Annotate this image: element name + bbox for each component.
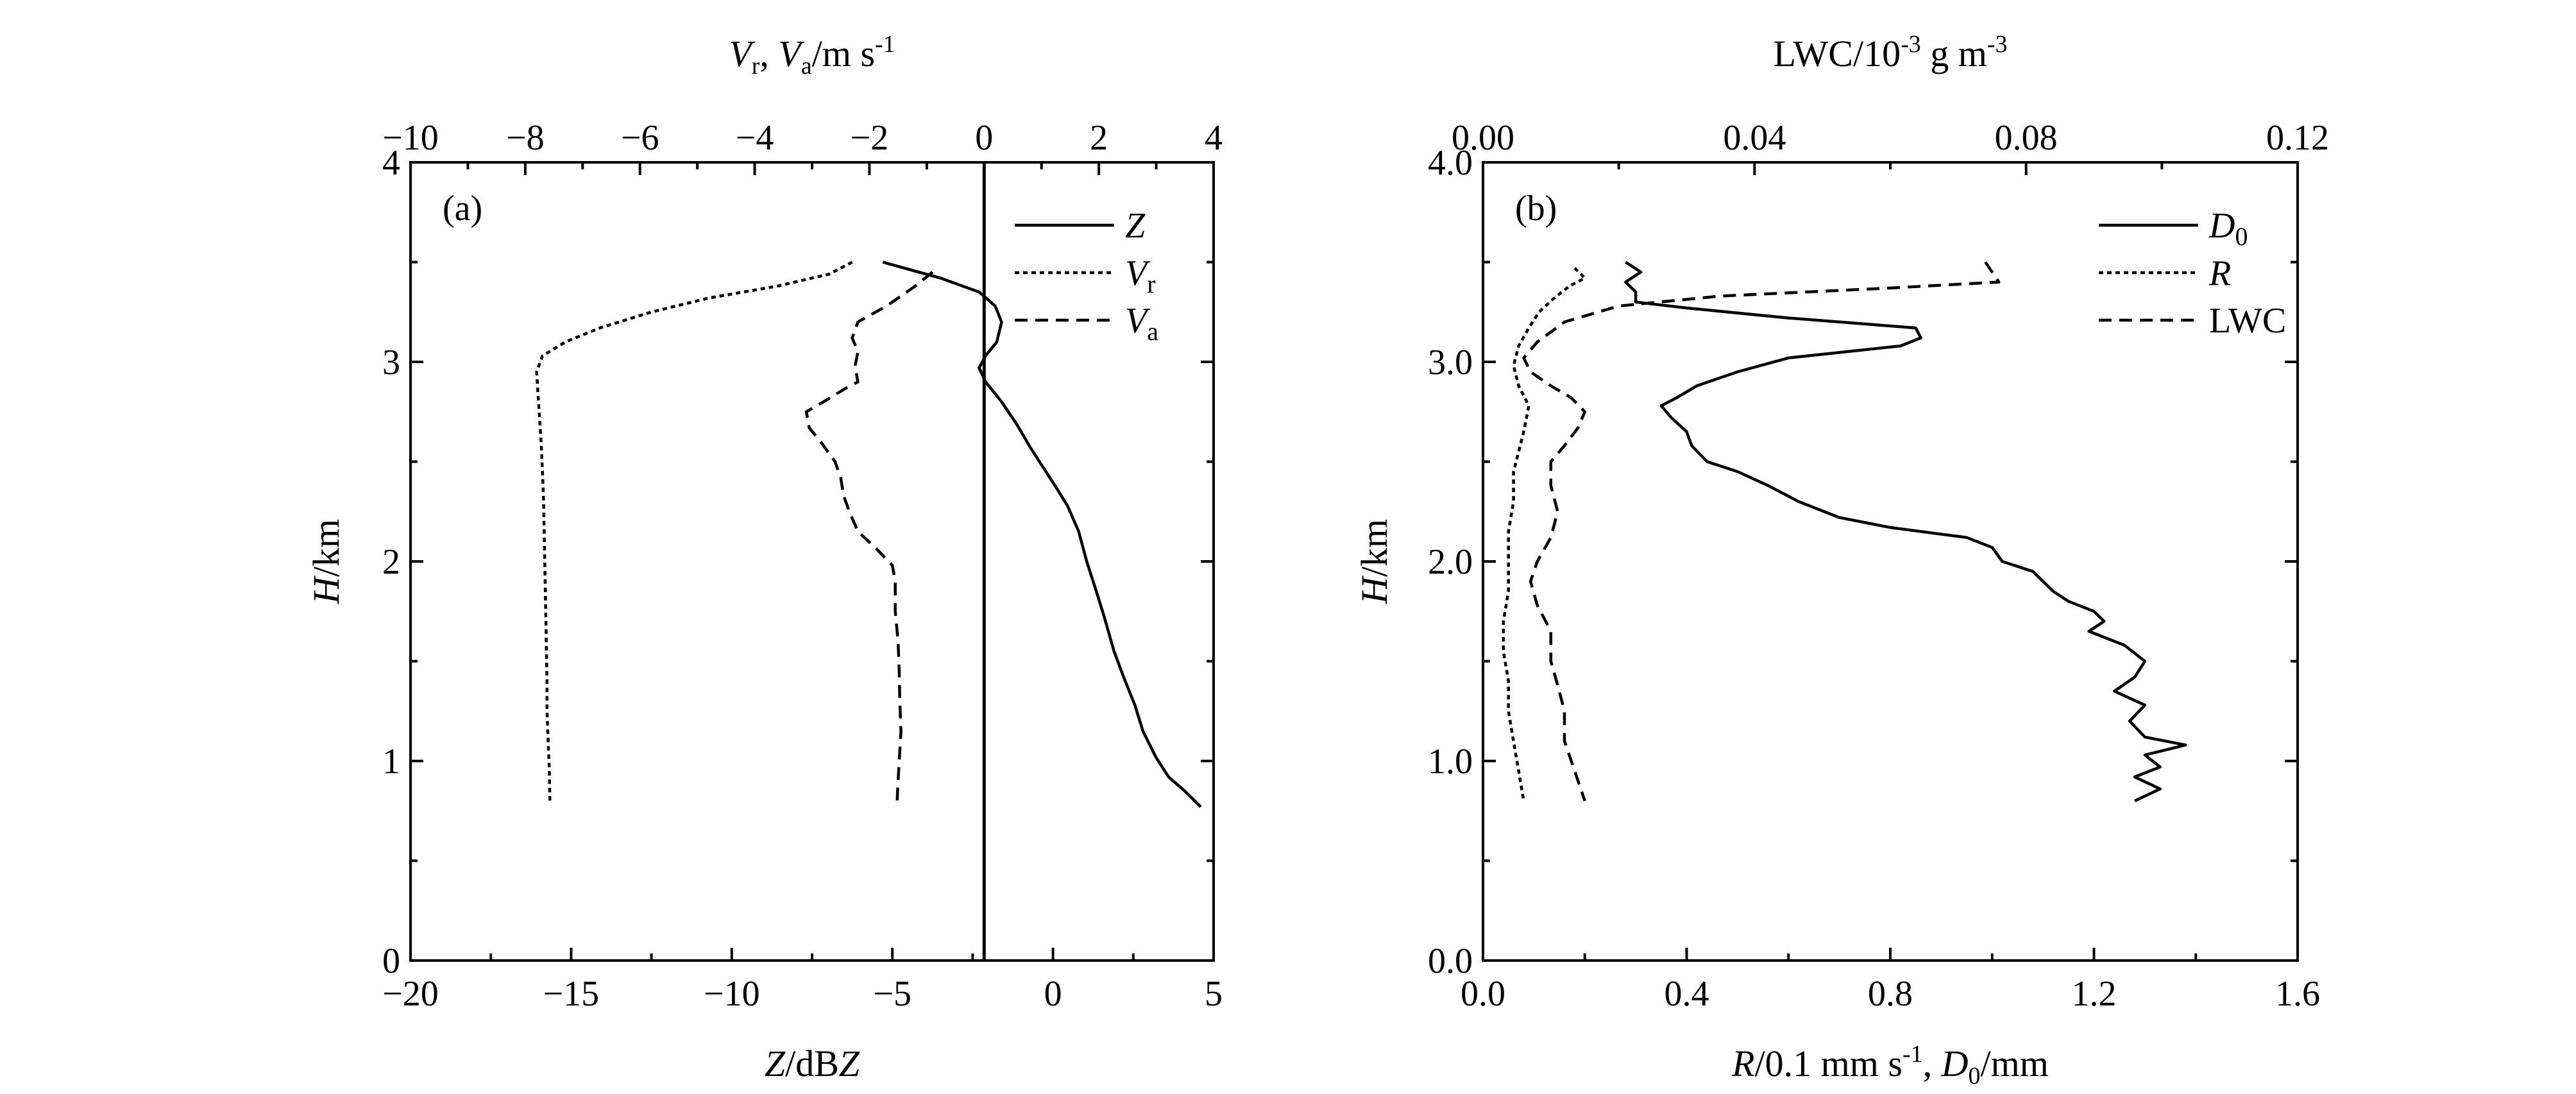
x-tick-label-top: −4 xyxy=(736,118,774,158)
series-line-r xyxy=(1502,267,1587,801)
x-tick-label-top: 0.08 xyxy=(1995,118,2058,158)
y-tick-label: 4 xyxy=(382,143,400,183)
y-axis-title: H/km xyxy=(305,519,347,604)
plot-frame xyxy=(1482,161,2299,962)
series-line-va xyxy=(804,271,934,805)
y-tick-label: 0.0 xyxy=(1428,941,1473,981)
x-tick-label-bottom: −10 xyxy=(704,974,760,1014)
x-tick-label-top: 0 xyxy=(975,118,993,158)
y-tick-label: 3.0 xyxy=(1428,343,1473,382)
y-tick-label: 1.0 xyxy=(1428,742,1473,782)
x-tick-label-top: 0.12 xyxy=(2266,118,2329,158)
x-tick-label-bottom: 0 xyxy=(1044,974,1062,1014)
x-axis-title-top: LWC/10-3 g m-3 xyxy=(1773,31,2007,74)
y-tick-label: 2 xyxy=(382,542,400,582)
x-tick-label-bottom: 5 xyxy=(1205,974,1223,1014)
x-tick-label-top: −8 xyxy=(506,118,545,158)
legend-label: Z xyxy=(1125,206,1146,246)
x-tick-label-top: −6 xyxy=(621,118,659,158)
legend-label: D0 xyxy=(2208,206,2248,251)
x-tick-label-top: 2 xyxy=(1090,118,1108,158)
x-tick-label-bottom: −15 xyxy=(543,974,600,1014)
y-tick-label: 3 xyxy=(382,343,400,382)
panel-label: (b) xyxy=(1515,189,1557,228)
y-tick-label: 1 xyxy=(382,742,400,782)
legend-label: Va xyxy=(1125,301,1158,346)
x-tick-label-bottom: −5 xyxy=(873,974,911,1014)
series-line-d0 xyxy=(1624,261,2187,803)
x-tick-label-top: 4 xyxy=(1205,118,1223,158)
x-axis-title-bottom: R/0.1 mm s-1, D0/mm xyxy=(1731,1041,2049,1090)
x-tick-label-top: −2 xyxy=(851,118,889,158)
plot-frame xyxy=(409,161,1215,962)
panel-label: (a) xyxy=(443,189,482,228)
chart-panel-b: 0.0 1.0 2.0 3.0 4.0 0.0 0.4 0.8 1.2 1.6 0.00 0.04 0.… xyxy=(1353,31,2329,1090)
legend-label: Vr xyxy=(1125,253,1156,298)
series-line-z xyxy=(882,261,1202,808)
x-tick-label-bottom: 1.2 xyxy=(2072,974,2117,1014)
x-tick-label-top: −10 xyxy=(382,118,439,158)
x-tick-label-bottom: 0.8 xyxy=(1868,974,1913,1014)
x-tick-label-bottom: 0.4 xyxy=(1665,974,1709,1014)
y-tick-label: 2.0 xyxy=(1428,542,1473,582)
y-axis-title: H/km xyxy=(1353,519,1395,604)
x-axis-title-bottom: Z/dBZ xyxy=(765,1043,860,1084)
x-tick-label-top: 0.04 xyxy=(1723,118,1786,158)
series-line-vr xyxy=(535,261,853,801)
legend-label: LWC xyxy=(2209,301,2286,341)
y-tick-label: 0 xyxy=(382,941,400,981)
y-tick-label: 4.0 xyxy=(1428,143,1473,183)
x-axis-title-top: Vr, Va/m s-1 xyxy=(729,31,895,80)
x-tick-label-top: 0.00 xyxy=(1452,118,1514,158)
x-tick-label-bottom: 1.6 xyxy=(2275,974,2320,1014)
x-tick-label-bottom: −20 xyxy=(382,974,439,1014)
x-tick-label-bottom: 0.0 xyxy=(1461,974,1505,1014)
legend-label: R xyxy=(2208,253,2231,293)
